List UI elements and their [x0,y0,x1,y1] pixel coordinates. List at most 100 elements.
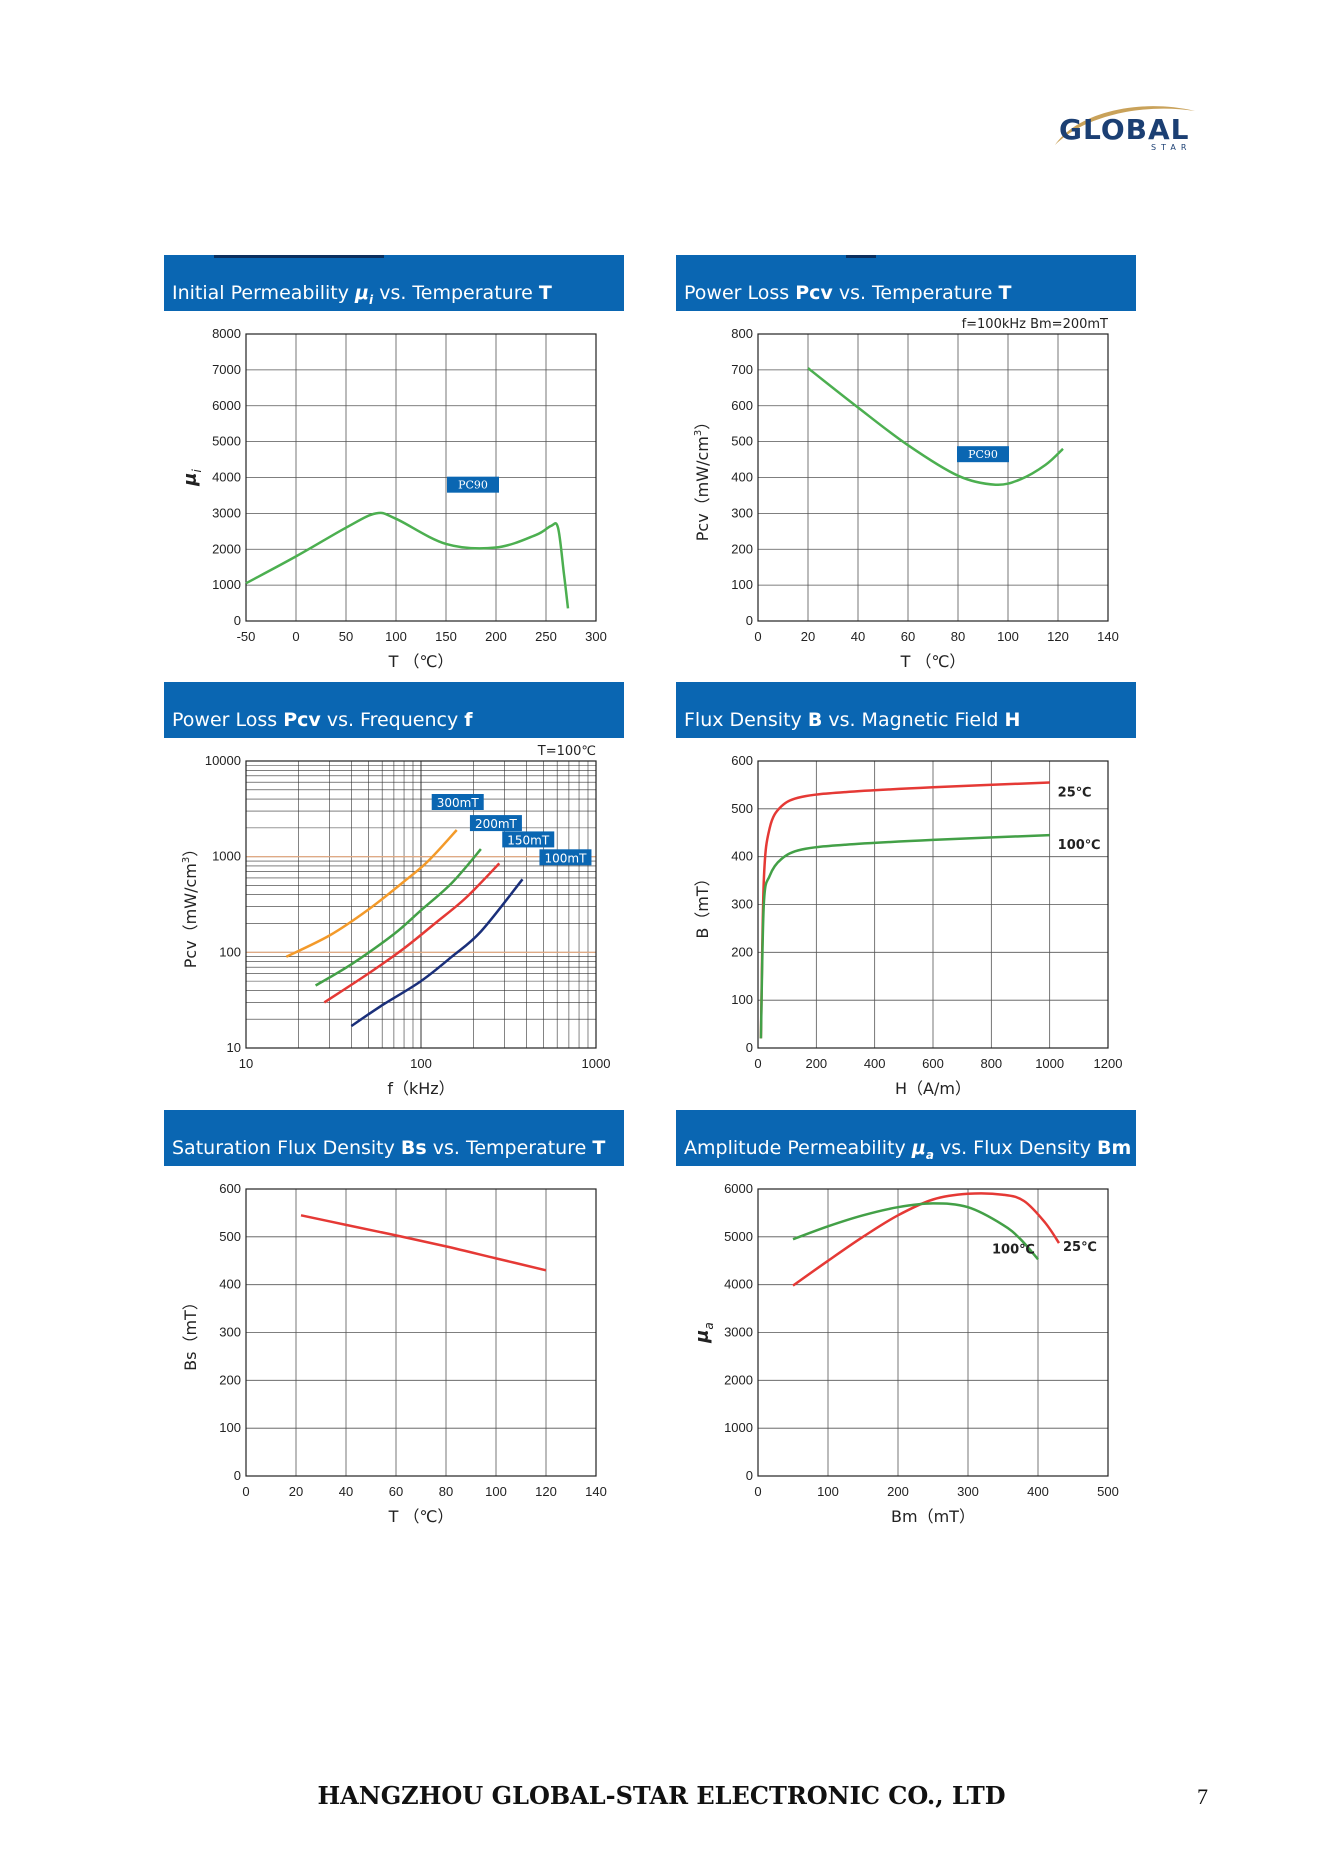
series-line-0 [792,1192,1061,1287]
x-tick-label: 200 [887,1484,909,1499]
x-tick-label: 100 [485,1484,507,1499]
x-tick-label: 80 [439,1484,453,1499]
y-tick-label: 500 [731,434,753,449]
plot-frame [757,1188,1109,1477]
y-tick-label: 800 [731,326,753,341]
x-tick-label: 200 [485,629,507,644]
chart-power-loss-frequency: 10 100 1000 10 100 1000 10000 f（kHz） Pcv（mW/cm3）… [181,744,610,1098]
chart-grid [245,761,596,1049]
y-tick-label: 400 [219,1277,241,1292]
y-tick-label: 300 [731,505,753,520]
chart-grid [757,333,1109,622]
plot-frame [245,1188,597,1477]
panel-title: Initial Permeability μi vs. Temperature … [172,282,552,307]
chart-panel-power-loss-temperature: Power Loss Pcv vs. Temperature T 0 20 40 60… [676,255,1136,675]
y-tick-label: 10000 [205,753,241,768]
page-number: 7 [1197,1784,1208,1809]
x-axis-label: f（kHz） [387,1079,454,1098]
y-axis-label-sub: i [190,469,204,473]
y-tick-label: 100 [731,992,753,1007]
y-tick-label: 400 [731,470,753,485]
x-tick-label: 600 [922,1056,944,1071]
series-label: 150mT [507,833,550,847]
panel-title: Power Loss Pcv vs. Temperature T [684,282,1012,304]
panel-title: Saturation Flux Density Bs vs. Temperatu… [172,1137,606,1159]
x-tick-label: 120 [535,1484,557,1499]
y-tick-label: 0 [746,613,753,628]
series-line-0 [285,829,458,958]
y-axis-label: B（mT） [693,870,712,938]
panel-header: Saturation Flux Density Bs vs. Temperatu… [164,1110,624,1166]
y-tick-label: 100 [219,1420,241,1435]
x-tick-label: 50 [339,629,353,644]
x-tick-label: -50 [237,629,256,644]
x-tick-label: 0 [754,1484,761,1499]
series-line-1 [314,848,482,987]
y-tick-label: 0 [234,1468,241,1483]
x-tick-label: 0 [754,1056,761,1071]
y-tick-label: 100 [219,944,241,959]
x-tick-label: 100 [817,1484,839,1499]
y-tick-label: 1000 [212,577,241,592]
x-tick-label: 400 [864,1056,886,1071]
material-tag: PC90 [458,479,488,492]
footer-company-name: HANGZHOU GLOBAL-STAR ELECTRONIC CO., LTD [317,1781,1006,1810]
chart-power-loss-temperature: 0 20 40 60 80 100 120 140 0 100 200 300 400 500 600 700… [693,317,1119,671]
chart-panel-saturation-flux: Saturation Flux Density Bs vs. Temperatu… [164,1110,624,1530]
y-axis-label-close: ） [181,841,200,857]
y-tick-label: 7000 [212,362,241,377]
y-tick-label: 6000 [724,1181,753,1196]
x-tick-label: 150 [435,629,457,644]
series-label: 25℃ [1058,786,1092,801]
y-tick-label: 3000 [724,1325,753,1340]
logo-swoosh-icon [1055,106,1195,145]
y-tick-label: 0 [234,613,241,628]
y-tick-label: 600 [731,753,753,768]
x-tick-label: 60 [901,629,915,644]
series-line-0 [245,511,570,609]
x-tick-label: 0 [292,629,299,644]
series-label: 100℃ [1058,838,1101,853]
panel-header: Power Loss Pcv vs. Temperature T [676,255,1136,311]
x-tick-label: 200 [805,1056,827,1071]
series-line-2 [323,862,501,1004]
chart-flux-density-field: 0 200 400 600 800 1000 1200 0 100 200 300 400 500 600… [693,753,1123,1098]
y-tick-label: 700 [731,362,753,377]
series-line-1 [792,1202,1039,1261]
x-tick-label: 100 [997,629,1019,644]
y-tick-label: 200 [731,541,753,556]
chart-saturation-flux: 0 20 40 60 80 100 120 140 0 100 200 300 400 500 600 T （… [181,1181,607,1526]
x-axis-label: T （℃） [388,1507,454,1526]
chart-panel-amplitude-permeability: Amplitude Permeability μa vs. Flux Densi… [676,1110,1136,1530]
company-logo: GLOBAL STAR [1045,95,1205,155]
plot-frame [245,333,597,622]
y-tick-label: 400 [731,849,753,864]
panel-title: Flux Density B vs. Magnetic Field H [684,709,1021,731]
x-tick-label: 1200 [1094,1056,1123,1071]
y-tick-label: 200 [731,944,753,959]
series-line-1 [759,833,1050,1039]
y-tick-label: 0 [746,1468,753,1483]
material-tag-box [447,476,499,493]
x-tick-label: 100 [385,629,407,644]
y-tick-label: 1000 [724,1420,753,1435]
y-tick-label: 4000 [212,470,241,485]
y-axis-label-text: B（mT） [693,870,712,938]
panel-title: Amplitude Permeability μa vs. Flux Densi… [684,1137,1132,1162]
plot-frame [245,760,597,1049]
x-tick-label: 80 [951,629,965,644]
chart-panel-power-loss-frequency: Power Loss Pcv vs. Frequency f 10 100 1000… [164,682,624,1102]
y-axis-label-symbol: μ [692,1330,713,1344]
panel-header: Flux Density B vs. Magnetic Field H [676,682,1136,738]
x-tick-label: 300 [957,1484,979,1499]
y-axis-label-symbol: μ [180,473,201,487]
x-tick-label: 0 [754,629,761,644]
x-tick-label: 500 [1097,1484,1119,1499]
panel-header: Power Loss Pcv vs. Frequency f [164,682,624,738]
x-axis-label: H（A/m） [895,1079,971,1098]
y-tick-label: 6000 [212,398,241,413]
chart-initial-permeability: -50 0 50 100 150 200 250 3000100020003000400050… [180,326,607,671]
x-tick-label: 10 [239,1056,253,1071]
x-tick-label: 120 [1047,629,1069,644]
y-axis-label: μa [692,1322,716,1344]
